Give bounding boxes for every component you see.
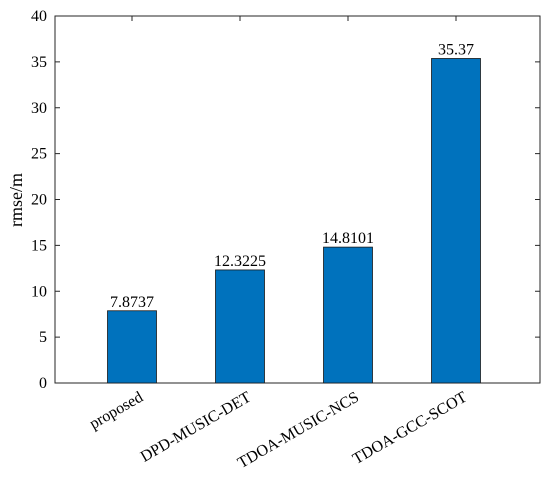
y-tick-label: 30: [31, 100, 47, 117]
y-tick-label: 5: [39, 329, 47, 346]
value-label: 14.8101: [322, 230, 374, 247]
y-tick-label: 40: [31, 8, 47, 25]
y-tick-label: 0: [39, 375, 47, 392]
y-tick-label: 15: [31, 237, 47, 254]
bar: [215, 269, 265, 384]
x-tick-label: TDOA-GCC-SCOT: [350, 389, 470, 468]
x-tick-label: proposed: [87, 389, 146, 433]
y-tick-label: 10: [31, 283, 47, 300]
y-tick-label: 25: [31, 146, 47, 163]
y-axis-label: rmse/m: [6, 173, 26, 227]
bar: [107, 310, 157, 384]
bar: [431, 58, 481, 384]
bar: [323, 246, 373, 384]
value-label: 7.8737: [110, 294, 154, 311]
y-tick-label: 20: [31, 192, 47, 209]
x-tick-label: DPD-MUSIC-DET: [138, 389, 254, 466]
x-tick-label: TDOA-MUSIC-NCS: [235, 389, 362, 472]
y-tick-label: 35: [31, 54, 47, 71]
value-label: 12.3225: [214, 253, 266, 270]
value-label: 35.37: [438, 41, 474, 58]
